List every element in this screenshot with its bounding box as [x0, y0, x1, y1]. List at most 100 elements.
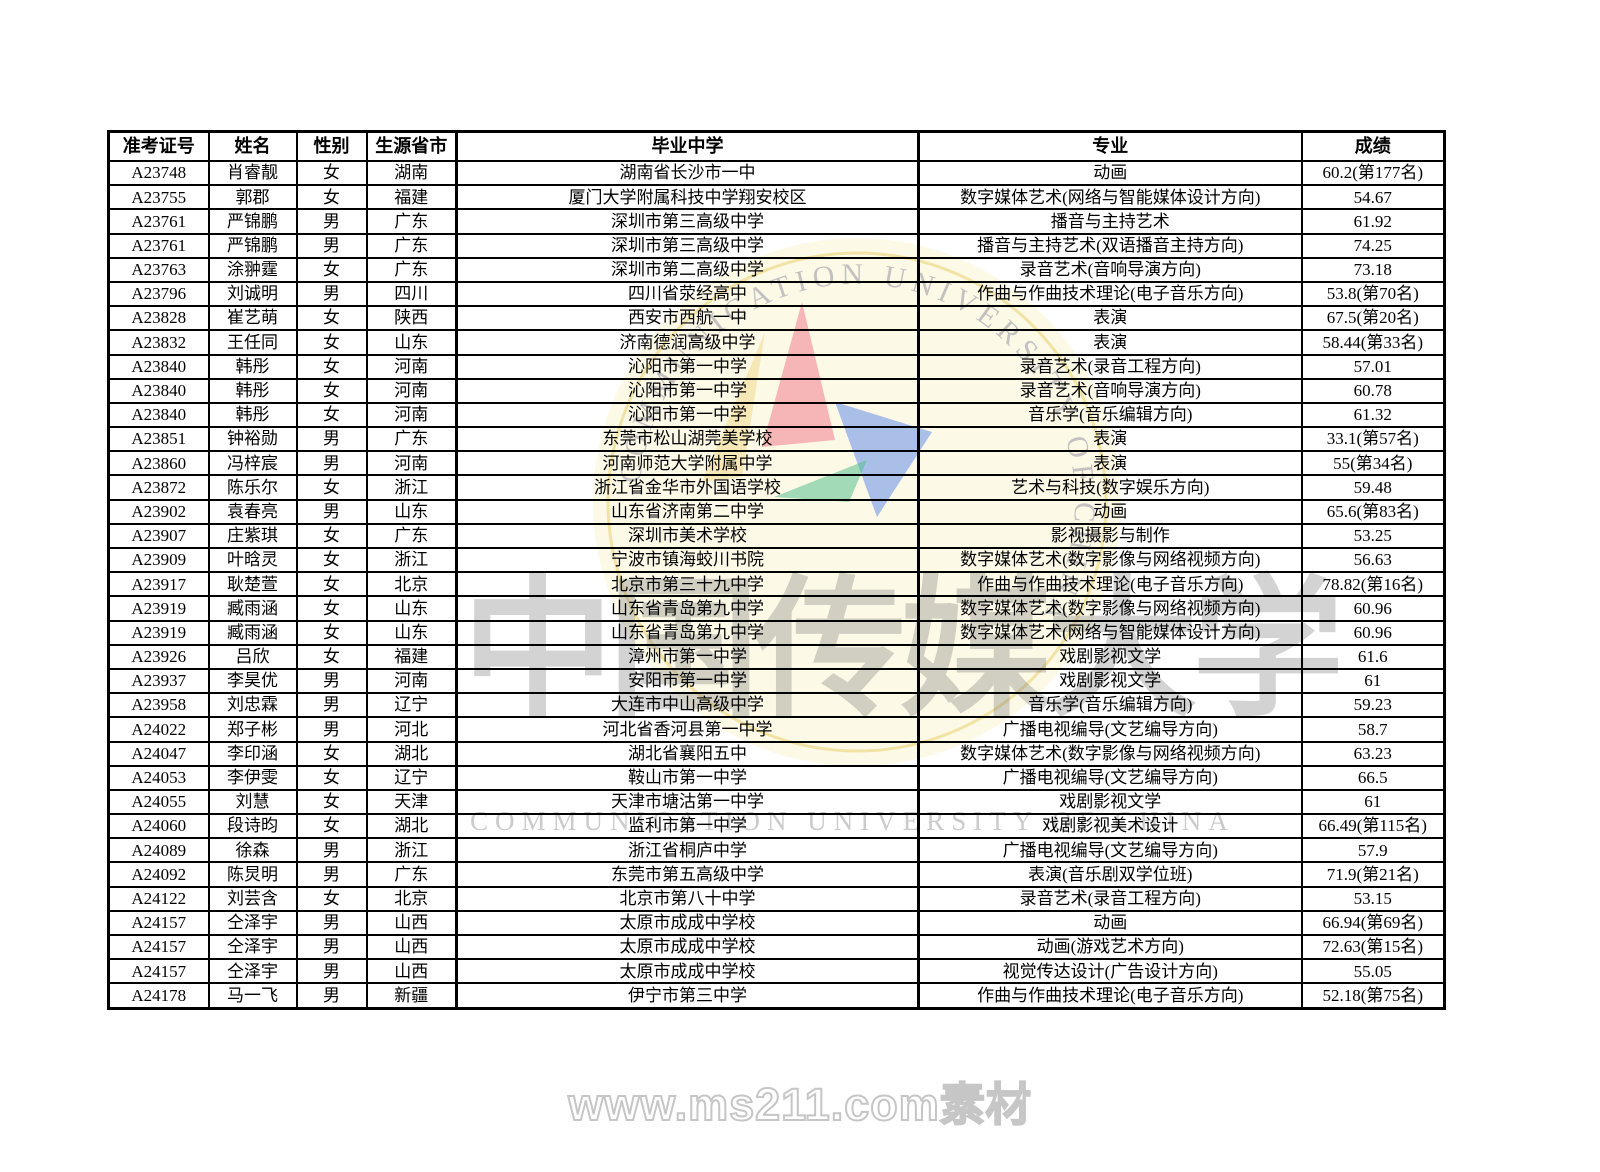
cell-gender: 女 — [295, 788, 368, 816]
table-row: A23761 严锦鹏男广东 深圳市第三高级中学 播音与主持艺术(双语播音主持方向) 74… — [107, 232, 1446, 259]
cell-score: 58.44(第33名) — [1300, 329, 1446, 356]
cell-major: 数字媒体艺术(网络与智能媒体设计方向) — [917, 184, 1303, 211]
cell-gender: 女 — [295, 546, 368, 574]
table-row: A23851 钟裕勋男广东 东莞市松山湖莞美学校 表演 33.1(第57名) — [107, 426, 1446, 453]
cell-score: 72.63(第15名) — [1300, 933, 1446, 961]
table-row: A24092 陈炅明男广东 东莞市第五高级中学 表演(音乐剧双学位班) 71.9(第21… — [107, 861, 1446, 888]
cell-province: 辽宁 — [365, 692, 458, 719]
table-row: A23937 李昊优男河南 安阳市第一中学 戏剧影视文学 61 — [107, 667, 1446, 695]
cell-score: 57.9 — [1300, 837, 1446, 864]
cell-name: 刘芸含 — [207, 885, 298, 912]
cell-name: 吕欣 — [207, 643, 298, 670]
cell-gender: 女 — [295, 377, 368, 404]
cell-exam-id: A23840 — [107, 401, 210, 429]
cell-name: 李昊优 — [207, 667, 298, 695]
cell-major: 表演 — [917, 426, 1303, 453]
cell-province: 山西 — [365, 958, 458, 985]
cell-exam-id: A24060 — [107, 813, 210, 840]
cell-name: 郭郡 — [207, 184, 298, 211]
cell-school: 湖南省长沙市一中 — [455, 159, 920, 187]
cell-province: 河南 — [365, 667, 458, 695]
cell-exam-id: A23840 — [107, 377, 210, 404]
table-row: A23907 庄紫琪女广东 深圳市美术学校 影视摄影与制作 53.25 — [107, 522, 1446, 550]
cell-name: 韩彤 — [207, 353, 298, 380]
table-row: A23919 臧雨涵女山东 山东省青岛第九中学 数字媒体艺术(数字影像与网络视频方向)… — [107, 595, 1446, 622]
cell-score: 57.01 — [1300, 353, 1446, 380]
cell-score: 73.18 — [1300, 256, 1446, 283]
column-header-gender: 性别 — [295, 130, 368, 162]
cell-school: 深圳市第三高级中学 — [455, 232, 920, 259]
cell-gender: 女 — [295, 401, 368, 429]
cell-exam-id: A23796 — [107, 280, 210, 308]
cell-name: 臧雨涵 — [207, 619, 298, 646]
cell-major: 戏剧影视文学 — [917, 788, 1303, 816]
cell-name: 陈乐尔 — [207, 474, 298, 501]
cell-province: 湖南 — [365, 159, 458, 187]
cell-gender: 女 — [295, 256, 368, 283]
cell-province: 广东 — [365, 522, 458, 550]
cell-name: 刘忠霖 — [207, 692, 298, 719]
cell-province: 山西 — [365, 909, 458, 937]
results-sheet: 准考证号 姓名 性别 生源省市 毕业中学 专业 成绩 A23748 肖睿靓女湖南 湖南省长沙市一… — [107, 130, 1446, 1010]
cell-major: 数字媒体艺术(数字影像与网络视频方向) — [917, 595, 1303, 622]
cell-name: 段诗昀 — [207, 813, 298, 840]
cell-province: 浙江 — [365, 546, 458, 574]
cell-name: 郑子彬 — [207, 716, 298, 743]
cell-school: 西安市西航一中 — [455, 305, 920, 332]
cell-gender: 女 — [295, 159, 368, 187]
cell-score: 61.32 — [1300, 401, 1446, 429]
cell-name: 刘诚明 — [207, 280, 298, 308]
table-row: A23917 耿楚萱女北京 北京市第三十九中学 作曲与作曲技术理论(电子音乐方向) 78… — [107, 571, 1446, 598]
cell-province: 福建 — [365, 184, 458, 211]
cell-province: 河南 — [365, 353, 458, 380]
cell-gender: 女 — [295, 813, 368, 840]
cell-gender: 女 — [295, 184, 368, 211]
cell-province: 天津 — [365, 788, 458, 816]
cell-major: 戏剧影视美术设计 — [917, 813, 1303, 840]
cell-exam-id: A24047 — [107, 740, 210, 767]
cell-province: 山东 — [365, 498, 458, 525]
cell-exam-id: A23755 — [107, 184, 210, 211]
cell-name: 涂翀霆 — [207, 256, 298, 283]
column-header-exam-id: 准考证号 — [107, 130, 210, 162]
cell-province: 广东 — [365, 861, 458, 888]
cell-major: 数字媒体艺术(数字影像与网络视频方向) — [917, 740, 1303, 767]
cell-gender: 男 — [295, 498, 368, 525]
cell-school: 太原市成成中学校 — [455, 909, 920, 937]
cell-province: 湖北 — [365, 813, 458, 840]
cell-name: 肖睿靓 — [207, 159, 298, 187]
table-row: A24055 刘慧女天津 天津市塘沽第一中学 戏剧影视文学 61 — [107, 788, 1446, 816]
results-table-body: A23748 肖睿靓女湖南 湖南省长沙市一中 动画 60.2(第177名) A23755 郭… — [107, 159, 1446, 1010]
cell-gender: 女 — [295, 305, 368, 332]
cell-major: 表演 — [917, 329, 1303, 356]
cell-gender: 女 — [295, 571, 368, 598]
cell-gender: 男 — [295, 232, 368, 259]
cell-exam-id: A23748 — [107, 159, 210, 187]
cell-major: 戏剧影视文学 — [917, 643, 1303, 670]
cell-name: 王任同 — [207, 329, 298, 356]
cell-school: 山东省青岛第九中学 — [455, 619, 920, 646]
cell-name: 钟裕勋 — [207, 426, 298, 453]
cell-name: 陈炅明 — [207, 861, 298, 888]
table-row: A23763 涂翀霆女广东 深圳市第二高级中学 录音艺术(音响导演方向) 73.18 — [107, 256, 1446, 283]
cell-gender: 女 — [295, 885, 368, 912]
cell-exam-id: A23926 — [107, 643, 210, 670]
cell-school: 天津市塘沽第一中学 — [455, 788, 920, 816]
cell-exam-id: A23919 — [107, 619, 210, 646]
cell-gender: 男 — [295, 861, 368, 888]
cell-major: 作曲与作曲技术理论(电子音乐方向) — [917, 982, 1303, 1010]
cell-major: 表演 — [917, 305, 1303, 332]
table-row: A23748 肖睿靓女湖南 湖南省长沙市一中 动画 60.2(第177名) — [107, 159, 1446, 187]
cell-score: 60.96 — [1300, 595, 1446, 622]
table-row: A23840 韩彤女河南 沁阳市第一中学 录音艺术(录音工程方向) 57.01 — [107, 353, 1446, 380]
table-row: A24022 郑子彬男河北 河北省香河县第一中学 广播电视编导(文艺编导方向) 58.7 — [107, 716, 1446, 743]
cell-score: 52.18(第75名) — [1300, 982, 1446, 1010]
table-header-row: 准考证号 姓名 性别 生源省市 毕业中学 专业 成绩 — [107, 130, 1446, 162]
cell-score: 74.25 — [1300, 232, 1446, 259]
cell-score: 61.92 — [1300, 208, 1446, 235]
cell-major: 播音与主持艺术(双语播音主持方向) — [917, 232, 1303, 259]
table-row: A23832 王任同女山东 济南德润高级中学 表演 58.44(第33名) — [107, 329, 1446, 356]
cell-gender: 女 — [295, 643, 368, 670]
table-row: A23840 韩彤女河南 沁阳市第一中学 音乐学(音乐编辑方向) 61.32 — [107, 401, 1446, 429]
cell-exam-id: A23832 — [107, 329, 210, 356]
